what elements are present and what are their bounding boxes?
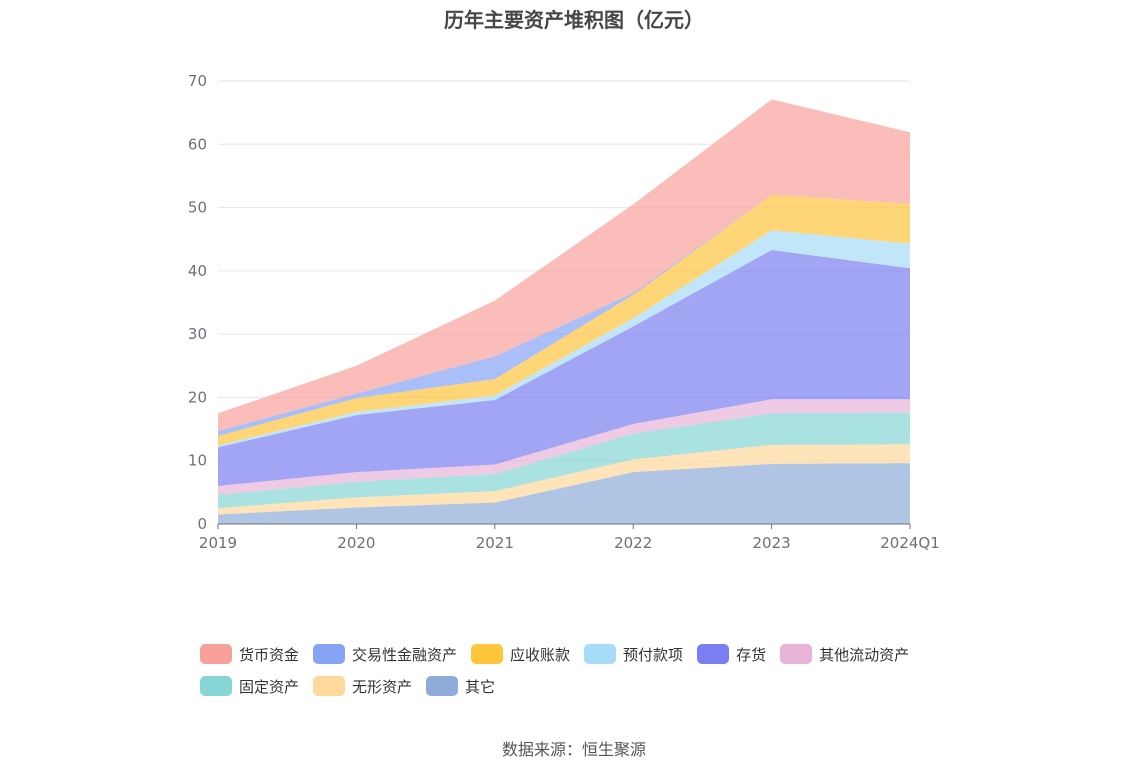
chart-legend: 货币资金 交易性金融资产 应收账款 预付款项 存货 其他流动资产 固定资产 无形资产 其它	[200, 638, 980, 702]
y-tick-label: 40	[188, 262, 207, 280]
area-series	[218, 99, 910, 432]
legend-item[interactable]: 其他流动资产	[780, 644, 909, 665]
legend-swatch	[200, 644, 232, 664]
legend-swatch	[313, 676, 346, 696]
x-tick-label: 2019	[199, 534, 237, 552]
y-tick-label: 0	[197, 515, 207, 533]
stacked-area-chart: 0 10 20 30 40 50 60 70 2019 2020 2021 2022 2023 2024Q…	[188, 72, 940, 552]
y-tick-label: 50	[188, 199, 207, 217]
legend-item[interactable]: 无形资产	[313, 676, 412, 697]
area-series	[218, 194, 910, 446]
legend-swatch	[471, 644, 504, 664]
legend-label: 预付款项	[623, 645, 684, 664]
y-tick-label: 70	[188, 72, 207, 90]
legend-label: 交易性金融资产	[352, 645, 458, 664]
x-tick-label: 2020	[337, 534, 375, 552]
legend-label: 货币资金	[239, 645, 300, 664]
legend-label: 固定资产	[239, 677, 300, 696]
legend-item[interactable]: 预付款项	[584, 644, 683, 665]
legend-swatch	[780, 644, 813, 664]
area-series	[218, 463, 910, 524]
legend-row: 固定资产 无形资产 其它	[200, 670, 980, 702]
chart-title: 历年主要资产堆积图（亿元）	[444, 8, 704, 32]
legend-label: 其他流动资产	[819, 645, 910, 664]
x-tick-label: 2024Q1	[880, 534, 940, 552]
y-tick-label: 20	[188, 388, 207, 406]
legend-item[interactable]: 存货	[697, 644, 766, 665]
x-tick-label: 2021	[476, 534, 514, 552]
area-series	[218, 230, 910, 448]
legend-item[interactable]: 固定资产	[200, 676, 299, 697]
x-tick-label: 2023	[753, 534, 791, 552]
legend-swatch	[200, 676, 232, 696]
legend-swatch	[313, 644, 346, 664]
area-series	[218, 444, 910, 515]
legend-swatch	[697, 644, 730, 664]
legend-item[interactable]: 应收账款	[471, 644, 570, 665]
y-tick-label: 10	[188, 452, 207, 470]
area-series	[218, 412, 910, 509]
legend-swatch	[584, 644, 617, 664]
legend-swatch	[426, 676, 459, 696]
y-tick-label: 30	[188, 325, 207, 343]
legend-row: 货币资金 交易性金融资产 应收账款 预付款项 存货 其他流动资产	[200, 638, 980, 670]
legend-label: 应收账款	[510, 645, 571, 664]
y-tick-label: 60	[188, 135, 207, 153]
x-tick-label: 2022	[614, 534, 652, 552]
legend-label: 无形资产	[352, 677, 413, 696]
area-series	[218, 399, 910, 495]
legend-label: 其它	[465, 677, 496, 696]
legend-item[interactable]: 其它	[426, 676, 495, 697]
area-series	[218, 250, 910, 486]
data-source: 数据来源：恒生聚源	[501, 740, 646, 759]
legend-label: 存货	[736, 645, 767, 664]
legend-item[interactable]: 交易性金融资产	[313, 644, 457, 665]
legend-item[interactable]: 货币资金	[200, 644, 299, 665]
